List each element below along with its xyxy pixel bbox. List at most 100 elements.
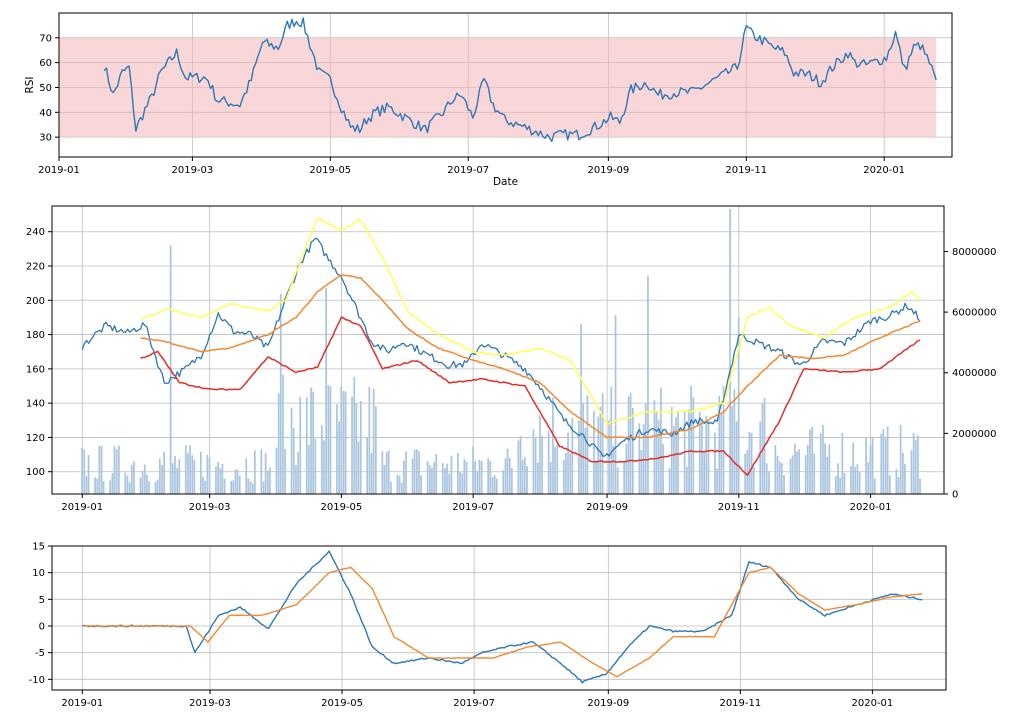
volume-bar (398, 475, 401, 494)
volume-bar (759, 421, 762, 494)
volume-bar (96, 478, 99, 494)
volume-bar (774, 445, 777, 494)
volume-bar (629, 392, 632, 494)
volume-bar (396, 474, 399, 494)
volume-bar (668, 468, 671, 494)
volume-bar (124, 472, 127, 494)
volume-bar (221, 463, 224, 494)
price-frame (51, 205, 945, 495)
volume-bar (98, 446, 101, 494)
volume-bar (809, 429, 811, 494)
volume-bar (416, 449, 418, 494)
price-y-tick-label: 240 (26, 227, 45, 238)
volume-bar (370, 453, 373, 494)
volume-bar (889, 475, 891, 494)
volume-bar (448, 473, 451, 494)
volume-bar (238, 475, 241, 494)
volume-bar (714, 432, 716, 494)
volume-bar (342, 391, 345, 494)
price-y-tick-label: 220 (26, 262, 45, 273)
volume-bar (154, 481, 157, 494)
volume-bar (835, 476, 837, 494)
volume-bar (670, 406, 673, 494)
macd-y-tick-label: 15 (32, 542, 45, 553)
volume-bar (344, 391, 347, 494)
volume-bar (426, 461, 429, 494)
volume-bar (783, 475, 785, 494)
volume-bar (541, 435, 543, 494)
volume-bar (722, 386, 725, 494)
volume-bar (200, 451, 202, 494)
volume-bar (526, 466, 528, 494)
volume-bar (660, 388, 662, 494)
volume-bar (100, 445, 103, 494)
volume-bar (202, 476, 204, 494)
volume-bar (776, 455, 779, 494)
volume-bar (489, 460, 492, 494)
macd-x-tick-label: 2019-05 (321, 698, 363, 709)
volume-bar (351, 396, 353, 494)
volume-bar (597, 416, 600, 494)
rsi-band (59, 37, 937, 138)
volume-bar (869, 444, 872, 494)
volume-tick-label: 0 (952, 490, 958, 501)
volume-bar (368, 386, 371, 494)
rsi-x-tick-label: 2019-05 (309, 165, 351, 176)
volume-bar (141, 470, 144, 494)
volume-bar (435, 453, 438, 494)
volume-bar (275, 447, 278, 494)
volume-bar (113, 446, 116, 494)
volume-bar (184, 445, 187, 494)
volume-bar (85, 475, 88, 494)
volume-bar (554, 446, 556, 494)
volume-bar (174, 455, 176, 494)
volume-bar (562, 460, 565, 494)
volume-bar (336, 404, 338, 494)
volume-bar (446, 463, 448, 494)
volume-bar (532, 429, 535, 494)
volume-bar (677, 410, 679, 494)
volume-bar (521, 459, 524, 494)
volume-bar (245, 458, 248, 494)
volume-bar (118, 445, 120, 494)
volume-bar (537, 462, 539, 494)
volume-bar (279, 293, 282, 494)
volume-bar (457, 453, 459, 494)
volume-bar (508, 458, 511, 494)
volume-bar (806, 444, 809, 494)
volume-bar (746, 449, 749, 494)
volume-bar (461, 473, 464, 494)
volume-bar (902, 452, 904, 494)
volume-bar (156, 479, 159, 494)
volume-bar (511, 468, 513, 494)
volume-bar (310, 387, 312, 494)
volume-bar (387, 450, 390, 494)
volume-bar (778, 461, 781, 494)
volume-bar (580, 324, 582, 494)
volume-bar (839, 477, 841, 494)
volume-bar (612, 445, 615, 494)
volume-bar (841, 432, 844, 494)
volume-bar (850, 465, 852, 494)
volume-bar (919, 478, 921, 494)
macd-macd-line (82, 550, 923, 684)
volume-bar (519, 436, 522, 494)
volume-bar (798, 449, 800, 494)
volume-bar (917, 435, 919, 494)
volume-bar (506, 448, 509, 494)
volume-bar (539, 415, 541, 494)
volume-bar (405, 451, 407, 494)
volume-bar (480, 460, 483, 494)
rsi-y-tick-label: 30 (39, 133, 52, 144)
volume-bar (556, 444, 559, 494)
macd-x-tick-label: 2019-03 (189, 698, 231, 709)
volume-bar (290, 407, 293, 494)
volume-bar (433, 462, 435, 494)
volume-bar (87, 455, 90, 494)
volume-bar (267, 470, 269, 494)
volume-bar (111, 473, 114, 494)
volume-bar (208, 457, 211, 494)
volume-tick-label: 4000000 (952, 368, 997, 379)
volume-bar (765, 463, 768, 494)
